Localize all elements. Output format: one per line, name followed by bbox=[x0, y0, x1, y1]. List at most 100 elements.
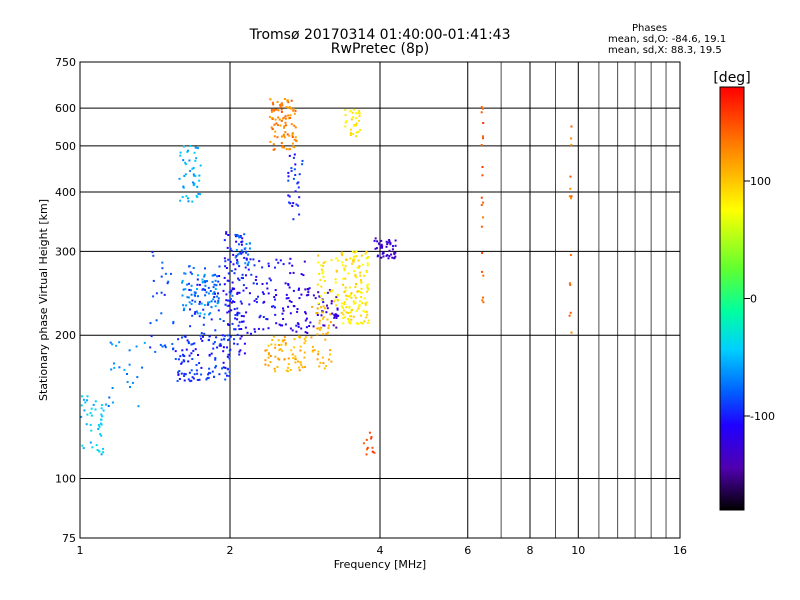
data-point bbox=[150, 335, 153, 338]
data-point bbox=[192, 184, 195, 187]
data-point bbox=[310, 336, 313, 339]
data-point bbox=[221, 367, 223, 370]
data-point bbox=[203, 304, 206, 307]
data-point bbox=[214, 292, 216, 295]
data-point bbox=[203, 273, 206, 276]
data-point bbox=[344, 125, 347, 128]
data-point bbox=[203, 332, 206, 335]
data-point bbox=[359, 300, 361, 303]
data-point bbox=[170, 272, 172, 275]
data-point bbox=[109, 341, 112, 344]
data-point bbox=[177, 358, 180, 361]
data-point bbox=[316, 333, 319, 336]
data-point bbox=[213, 283, 216, 286]
data-point bbox=[253, 328, 256, 331]
data-point bbox=[336, 307, 339, 310]
data-point bbox=[236, 253, 239, 256]
data-point bbox=[364, 302, 367, 305]
data-point bbox=[289, 257, 292, 260]
data-point bbox=[354, 301, 357, 304]
data-point bbox=[241, 237, 244, 240]
data-point bbox=[215, 336, 218, 339]
data-point bbox=[272, 143, 275, 146]
data-point bbox=[365, 310, 368, 313]
data-point bbox=[198, 174, 201, 177]
data-point bbox=[281, 312, 284, 315]
data-point bbox=[196, 312, 199, 315]
data-point bbox=[200, 373, 203, 376]
data-point bbox=[344, 316, 347, 319]
phases-o-stats: mean, sd,O: -84.6, 19.1 bbox=[608, 34, 727, 45]
data-point bbox=[345, 298, 348, 301]
data-point bbox=[80, 415, 83, 418]
data-point bbox=[266, 318, 269, 321]
data-point bbox=[385, 245, 388, 248]
data-point bbox=[278, 358, 281, 361]
y-tick-label: 200 bbox=[55, 329, 76, 342]
data-point bbox=[289, 106, 291, 109]
data-point bbox=[325, 332, 328, 335]
data-point bbox=[303, 260, 306, 263]
data-point bbox=[233, 328, 236, 331]
data-point bbox=[303, 356, 306, 359]
data-point bbox=[271, 101, 274, 104]
data-point bbox=[329, 353, 331, 356]
data-point bbox=[267, 356, 270, 359]
data-point bbox=[373, 451, 376, 454]
data-point bbox=[316, 327, 319, 330]
data-point bbox=[228, 291, 231, 294]
data-point bbox=[224, 372, 227, 375]
plot-frame bbox=[79, 61, 681, 539]
data-point bbox=[229, 348, 232, 351]
data-point bbox=[363, 320, 366, 323]
data-point bbox=[97, 424, 100, 426]
data-point bbox=[243, 256, 246, 259]
data-point bbox=[352, 116, 355, 119]
data-point bbox=[374, 247, 377, 250]
data-point bbox=[284, 115, 287, 118]
data-point bbox=[366, 322, 369, 324]
data-point bbox=[96, 449, 99, 451]
data-point bbox=[236, 312, 239, 315]
data-point bbox=[393, 257, 396, 260]
data-point bbox=[97, 428, 100, 430]
data-point bbox=[287, 297, 290, 300]
data-point bbox=[480, 225, 483, 228]
data-point bbox=[208, 313, 210, 316]
data-point bbox=[236, 235, 239, 237]
data-point bbox=[254, 330, 257, 333]
data-point bbox=[154, 350, 157, 353]
data-point bbox=[264, 359, 267, 362]
data-point bbox=[389, 243, 392, 246]
y-tick-label: 75 bbox=[62, 532, 76, 545]
data-point bbox=[306, 332, 309, 334]
data-point bbox=[199, 312, 202, 315]
data-point bbox=[304, 339, 307, 342]
data-point bbox=[349, 293, 352, 296]
data-point bbox=[228, 357, 231, 360]
data-point bbox=[350, 318, 353, 321]
data-point bbox=[336, 308, 339, 311]
data-point bbox=[292, 357, 294, 360]
data-point bbox=[243, 342, 246, 345]
data-point bbox=[297, 186, 300, 189]
data-point bbox=[98, 450, 101, 453]
data-point bbox=[359, 271, 362, 274]
data-point bbox=[482, 274, 485, 277]
data-point bbox=[126, 381, 129, 383]
data-point bbox=[388, 240, 391, 243]
data-point bbox=[281, 104, 284, 107]
data-point bbox=[233, 272, 236, 275]
data-point bbox=[235, 240, 238, 243]
x-axis-ticks: 1 2 4 6 8 10 16 bbox=[77, 544, 688, 557]
data-point bbox=[242, 284, 245, 287]
data-point bbox=[354, 255, 357, 258]
data-point bbox=[241, 320, 243, 323]
x-tick-label: 10 bbox=[571, 544, 585, 557]
data-point bbox=[186, 296, 189, 299]
data-point bbox=[282, 307, 284, 310]
data-point bbox=[226, 246, 229, 249]
data-point bbox=[299, 349, 302, 352]
data-point bbox=[341, 254, 344, 257]
data-point bbox=[294, 174, 297, 176]
